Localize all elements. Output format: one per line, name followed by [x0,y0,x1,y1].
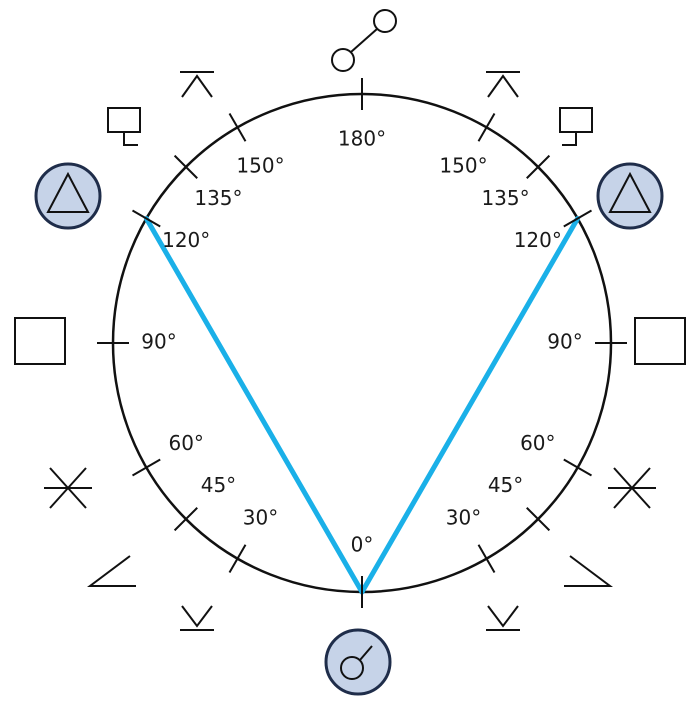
aspect-symbols-left [14,71,214,631]
tick-mark [173,507,198,532]
angle-label: 90° [141,330,176,354]
angle-label: 60° [520,431,555,455]
tick-mark [228,113,247,142]
angle-label: 30° [446,505,481,529]
tick-mark [228,544,247,573]
angle-label: 135° [481,186,529,210]
conjunction-symbol [324,628,392,696]
sextile-symbol [44,467,92,509]
angle-label: 30° [243,505,278,529]
tick-mark [563,209,592,228]
aspect-symbols-right [486,71,686,631]
tick-mark [477,544,496,573]
sesquiquadrate-symbol [107,107,141,146]
trine-line [143,216,365,595]
trine-symbol [34,162,102,230]
angle-label: 0° [351,533,374,557]
angle-label: 45° [488,473,523,497]
semisextile-symbol [180,605,214,631]
tick-mark [132,209,161,228]
semisquare-symbol [87,555,136,587]
angle-label: 45° [201,473,236,497]
angle-label: 120° [162,228,210,252]
opposition-symbol [331,9,397,72]
angle-label: 150° [439,154,487,178]
tick-mark [526,154,551,179]
tick-mark [173,154,198,179]
angle-label: 150° [236,154,284,178]
angle-label: 90° [547,330,582,354]
tick-mark [132,458,161,477]
angle-label: 60° [168,431,203,455]
trine-line [359,216,581,595]
tick-mark [526,507,551,532]
quincunx-symbol [180,71,214,98]
angle-label: 120° [514,228,562,252]
tick-mark [563,458,592,477]
angle-label: 135° [194,186,242,210]
angle-label: 180° [338,127,386,151]
tick-mark [477,113,496,142]
square-symbol [14,317,66,365]
